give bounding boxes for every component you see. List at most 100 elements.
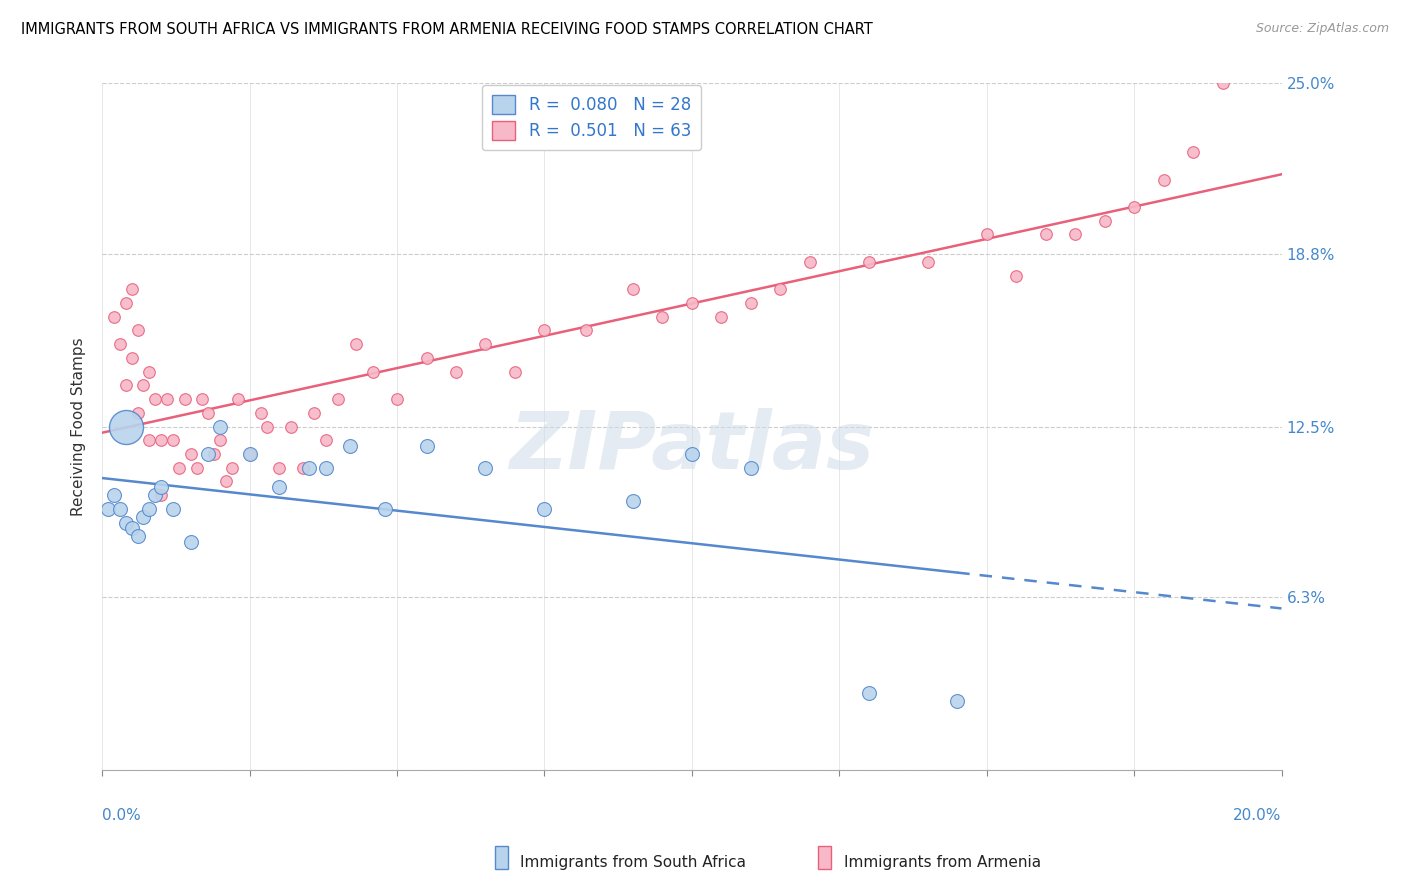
Point xyxy=(173,392,195,406)
Point xyxy=(180,534,202,549)
Point xyxy=(344,337,367,351)
Point xyxy=(415,351,437,365)
Point xyxy=(121,521,143,535)
Point xyxy=(474,337,496,351)
Point xyxy=(740,460,762,475)
Point xyxy=(138,501,160,516)
Point xyxy=(239,447,262,461)
Point xyxy=(374,501,396,516)
Point xyxy=(197,406,219,420)
Point xyxy=(326,392,349,406)
Point xyxy=(138,434,160,448)
Legend: R =  0.080   N = 28, R =  0.501   N = 63: R = 0.080 N = 28, R = 0.501 N = 63 xyxy=(482,85,702,150)
Point xyxy=(121,282,143,296)
Point xyxy=(858,686,880,700)
Point xyxy=(221,460,243,475)
Point xyxy=(162,501,184,516)
Point xyxy=(315,460,337,475)
Point xyxy=(651,310,673,324)
Text: Immigrants from South Africa: Immigrants from South Africa xyxy=(520,855,747,870)
Point xyxy=(946,694,969,708)
Point xyxy=(740,296,762,310)
Text: 20.0%: 20.0% xyxy=(1233,808,1281,823)
Point xyxy=(215,475,238,489)
Point xyxy=(143,392,166,406)
Point xyxy=(226,392,249,406)
Point xyxy=(1035,227,1057,242)
Point xyxy=(621,493,644,508)
Point xyxy=(444,365,467,379)
Point xyxy=(304,406,326,420)
Point xyxy=(209,434,232,448)
Point xyxy=(114,378,136,392)
Point xyxy=(533,323,555,337)
Point xyxy=(108,337,131,351)
Point xyxy=(108,501,131,516)
Point xyxy=(363,365,385,379)
Point xyxy=(681,447,703,461)
Point xyxy=(280,419,302,434)
Point xyxy=(186,460,208,475)
Point xyxy=(127,323,149,337)
Point xyxy=(339,439,361,453)
Point xyxy=(503,365,526,379)
Point xyxy=(385,392,408,406)
Point xyxy=(533,501,555,516)
Point xyxy=(269,460,291,475)
Point xyxy=(202,447,225,461)
Point xyxy=(291,460,314,475)
Point xyxy=(114,419,136,434)
Point xyxy=(474,460,496,475)
Point xyxy=(256,419,278,434)
Point xyxy=(1212,77,1234,91)
Point xyxy=(132,510,155,524)
Point xyxy=(114,516,136,530)
Point xyxy=(239,447,262,461)
Point xyxy=(191,392,214,406)
Point xyxy=(197,447,219,461)
Point xyxy=(103,310,125,324)
Point xyxy=(250,406,273,420)
Point xyxy=(127,406,149,420)
Point xyxy=(976,227,998,242)
Point xyxy=(1123,200,1146,214)
Point xyxy=(621,282,644,296)
Point xyxy=(127,529,149,543)
Text: Source: ZipAtlas.com: Source: ZipAtlas.com xyxy=(1256,22,1389,36)
Point xyxy=(297,460,319,475)
Point xyxy=(114,296,136,310)
Point xyxy=(917,255,939,269)
Point xyxy=(103,488,125,502)
Point xyxy=(681,296,703,310)
Point xyxy=(858,255,880,269)
Text: Immigrants from Armenia: Immigrants from Armenia xyxy=(844,855,1040,870)
Y-axis label: Receiving Food Stamps: Receiving Food Stamps xyxy=(72,337,86,516)
Point xyxy=(167,460,190,475)
Point xyxy=(1094,213,1116,227)
Point xyxy=(138,365,160,379)
Point xyxy=(769,282,792,296)
Point xyxy=(415,439,437,453)
Point xyxy=(156,392,179,406)
Point xyxy=(1182,145,1205,159)
Text: ZIPatlas: ZIPatlas xyxy=(509,409,875,486)
Point xyxy=(180,447,202,461)
Point xyxy=(1064,227,1087,242)
Point xyxy=(150,488,173,502)
Point xyxy=(1005,268,1028,283)
Point xyxy=(799,255,821,269)
Point xyxy=(150,434,173,448)
Point xyxy=(575,323,598,337)
Text: 0.0%: 0.0% xyxy=(103,808,141,823)
Point xyxy=(315,434,337,448)
Point xyxy=(150,480,173,494)
Text: IMMIGRANTS FROM SOUTH AFRICA VS IMMIGRANTS FROM ARMENIA RECEIVING FOOD STAMPS CO: IMMIGRANTS FROM SOUTH AFRICA VS IMMIGRAN… xyxy=(21,22,873,37)
Point xyxy=(269,480,291,494)
Point xyxy=(132,378,155,392)
Point xyxy=(121,351,143,365)
Point xyxy=(1153,172,1175,186)
Point xyxy=(710,310,733,324)
Point xyxy=(209,419,232,434)
Point xyxy=(143,488,166,502)
Point xyxy=(162,434,184,448)
